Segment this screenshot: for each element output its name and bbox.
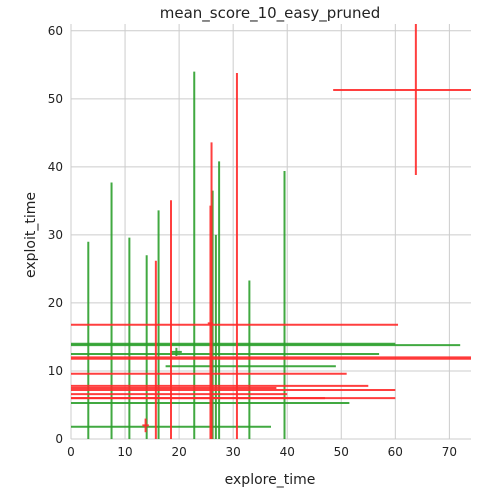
y-axis-label: exploit_time — [23, 192, 39, 278]
x-tick-label: 50 — [334, 445, 349, 459]
x-tick-label: 60 — [388, 445, 403, 459]
x-tick-label: 30 — [226, 445, 241, 459]
red-error-bar — [333, 24, 471, 176]
x-tick-label: 20 — [171, 445, 186, 459]
y-tick-label: 20 — [48, 296, 63, 310]
tick-labels: 0 10 20 30 40 50 60 70 0 10 20 30 40 50 60 — [48, 24, 457, 459]
x-tick-label: 70 — [442, 445, 457, 459]
chart-title: mean_score_10_easy_pruned — [160, 4, 381, 23]
y-tick-label: 0 — [55, 432, 63, 446]
y-tick-label: 10 — [48, 364, 63, 378]
red-error-bar — [142, 418, 149, 433]
y-tick-label: 60 — [48, 24, 63, 38]
red-error-bar — [207, 205, 214, 439]
y-tick-label: 30 — [48, 228, 63, 242]
y-tick-label: 40 — [48, 160, 63, 174]
y-tick-label: 50 — [48, 92, 63, 106]
grid-lines — [70, 24, 471, 440]
x-tick-label: 10 — [117, 445, 132, 459]
x-tick-label: 40 — [280, 445, 295, 459]
x-tick-label: 0 — [67, 445, 75, 459]
x-axis-label: explore_time — [225, 472, 316, 488]
error-bars — [71, 24, 471, 439]
